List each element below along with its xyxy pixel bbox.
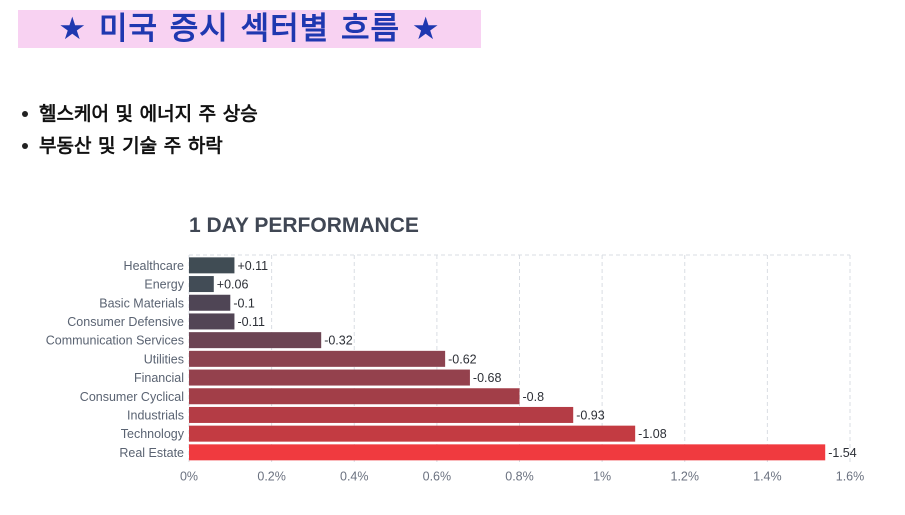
value-label: -0.62 bbox=[448, 352, 477, 366]
value-label: -0.8 bbox=[523, 390, 545, 404]
category-label: Financial bbox=[134, 371, 184, 385]
sector-performance-chart: 1 DAY PERFORMANCE 0% 0.2% 0.4% 0.6% 0.8% 1% 1.… bbox=[46, 214, 865, 484]
bar-technology bbox=[189, 425, 636, 442]
category-label: Consumer Cyclical bbox=[80, 390, 184, 404]
bar-healthcare bbox=[189, 257, 235, 274]
chart-bars bbox=[189, 257, 826, 461]
bar-real-estate bbox=[189, 444, 826, 461]
x-tick-label: 1.6% bbox=[836, 470, 865, 484]
category-label: Technology bbox=[121, 427, 185, 441]
summary-bullets: 헬스케어 및 에너지 주 상승 부동산 및 기술 주 하락 bbox=[22, 98, 258, 162]
x-tick-label: 1% bbox=[593, 470, 611, 484]
x-tick-label: 1.2% bbox=[671, 470, 700, 484]
category-label: Energy bbox=[144, 278, 184, 292]
bullet-text-2: 부동산 및 기술 주 하락 bbox=[39, 135, 223, 157]
x-tick-label: 0.2% bbox=[257, 470, 286, 484]
bar-basic-materials bbox=[189, 294, 231, 311]
bar-utilities bbox=[189, 350, 446, 367]
chart-title: 1 DAY PERFORMANCE bbox=[189, 214, 419, 237]
x-tick-label: 0.4% bbox=[340, 470, 369, 484]
bullet-item-2: 부동산 및 기술 주 하락 bbox=[22, 130, 258, 162]
category-label: Consumer Defensive bbox=[67, 315, 184, 329]
value-label: -0.32 bbox=[324, 334, 353, 348]
bar-industrials bbox=[189, 406, 574, 423]
x-tick-label: 0.6% bbox=[423, 470, 452, 484]
x-tick-label: 1.4% bbox=[753, 470, 782, 484]
chart-labels: 0% 0.2% 0.4% 0.6% 0.8% 1% 1.2% 1.4% 1.6% Healthca… bbox=[46, 259, 865, 484]
x-tick-label: 0.8% bbox=[505, 470, 534, 484]
category-label: Industrials bbox=[127, 408, 184, 422]
page-title: ★ 미국 증시 섹터별 흐름 ★ bbox=[18, 10, 481, 48]
bullet-text-1: 헬스케어 및 에너지 주 상승 bbox=[39, 103, 258, 125]
value-label: -0.1 bbox=[233, 296, 255, 310]
category-label: Basic Materials bbox=[99, 296, 184, 310]
value-label: -1.54 bbox=[828, 446, 857, 460]
category-label: Healthcare bbox=[124, 259, 184, 273]
bar-consumer-cyclical bbox=[189, 388, 520, 405]
x-tick-label: 0% bbox=[180, 470, 198, 484]
value-label: -0.68 bbox=[473, 371, 502, 385]
value-label: +0.06 bbox=[217, 278, 249, 292]
bullet-dot-icon bbox=[22, 111, 28, 117]
category-label: Real Estate bbox=[119, 446, 184, 460]
bullet-item-1: 헬스케어 및 에너지 주 상승 bbox=[22, 98, 258, 130]
bar-communication-services bbox=[189, 332, 322, 349]
value-label: +0.11 bbox=[237, 259, 268, 273]
value-label: -1.08 bbox=[638, 427, 667, 441]
category-label: Communication Services bbox=[46, 334, 184, 348]
value-label: -0.93 bbox=[576, 408, 605, 422]
category-label: Utilities bbox=[144, 352, 184, 366]
chart-grid bbox=[188, 254, 851, 464]
bar-energy bbox=[189, 276, 214, 293]
value-label: -0.11 bbox=[237, 315, 265, 329]
bar-financial bbox=[189, 369, 470, 386]
bullet-dot-icon bbox=[22, 143, 28, 149]
bar-consumer-defensive bbox=[189, 313, 235, 330]
